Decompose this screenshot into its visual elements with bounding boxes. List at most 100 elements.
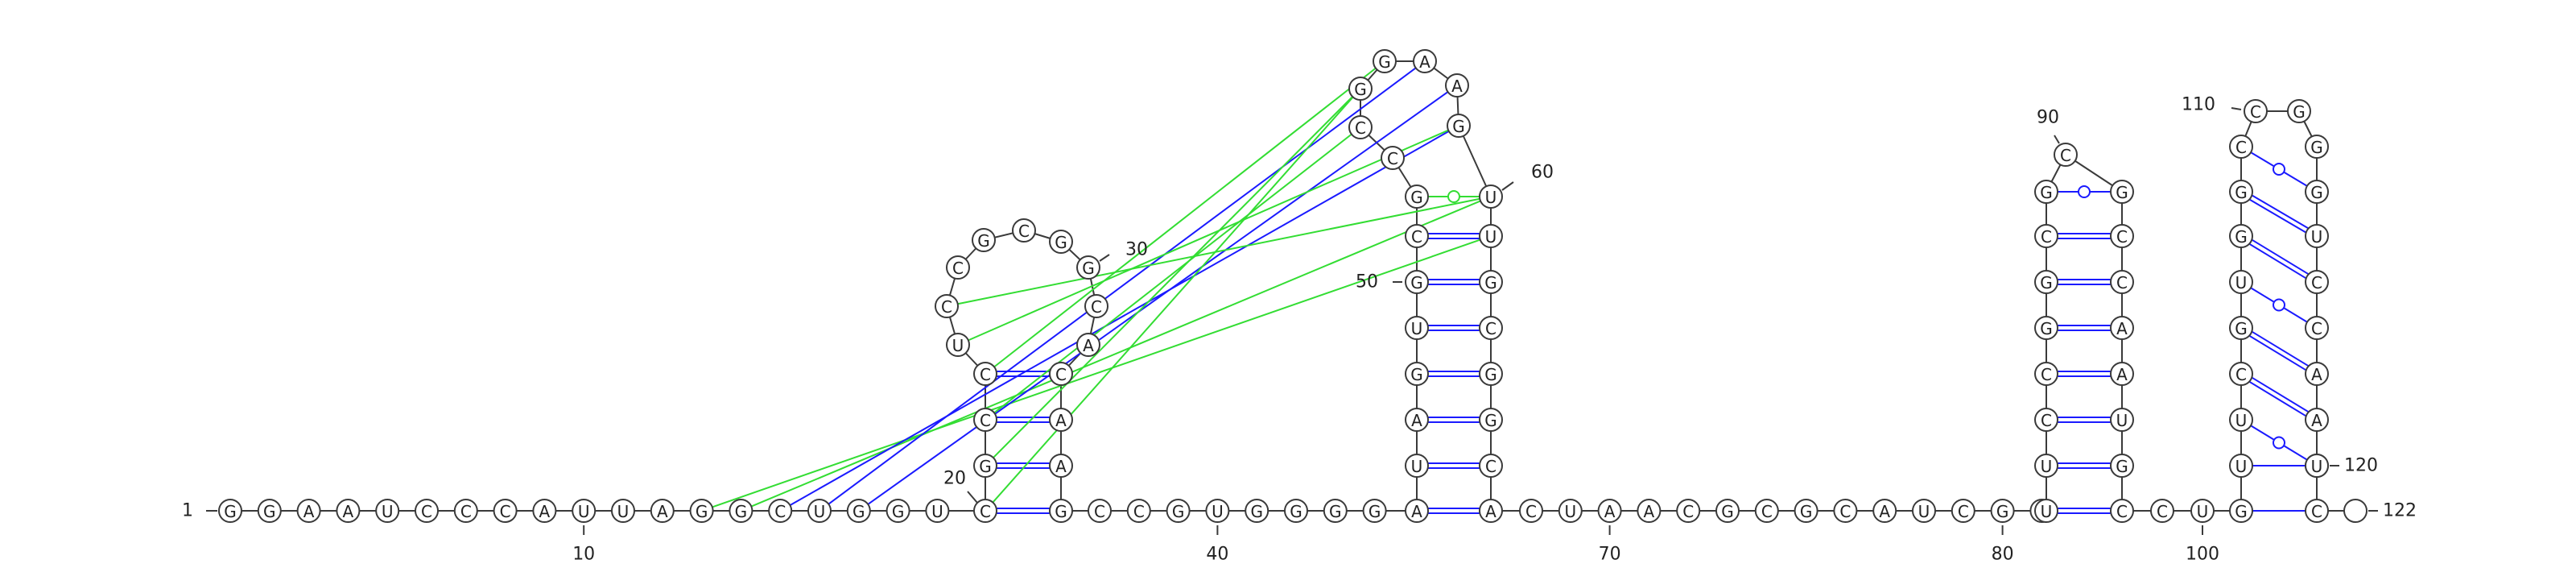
nucleotide: C	[973, 499, 997, 523]
nucleotide: G	[846, 499, 871, 523]
nucleotide-circle	[1637, 499, 1662, 523]
nucleotide-circle	[2305, 362, 2329, 386]
base-pair	[2248, 376, 2310, 417]
nucleotide-circle	[2287, 99, 2311, 123]
nucleotide-circle	[689, 499, 714, 523]
pair-bond	[867, 91, 1449, 505]
nucleotide-circle	[1405, 184, 1429, 209]
nucleotide: G	[1405, 270, 1429, 294]
nucleotide-circle	[1912, 499, 1936, 523]
nucleotide: G	[886, 499, 910, 523]
nucleotide-circle	[1049, 408, 1073, 432]
nucleotide-circle	[1597, 499, 1622, 523]
base-pair	[2058, 417, 2111, 423]
nucleotide-letter: U	[2041, 457, 2053, 476]
nucleotide-circle	[572, 499, 597, 523]
nucleotide: A	[650, 499, 675, 523]
nucleotide-circle	[1088, 499, 1112, 523]
nucleotide: C	[1405, 224, 1429, 248]
nucleotide: A	[1872, 499, 1897, 523]
nucleotide-circle	[1362, 499, 1387, 523]
nucleotide-letter: C	[2157, 502, 2168, 521]
pair-bond	[2248, 334, 2306, 371]
nucleotide-circle	[729, 499, 753, 523]
nucleotide-letter: G	[735, 502, 748, 521]
nucleotide-circle	[972, 228, 996, 252]
nucleotide: G	[1794, 499, 1818, 523]
nucleotide-circle	[1447, 114, 1471, 138]
base-pair	[1428, 371, 1480, 377]
nucleotide-circle	[2034, 408, 2058, 432]
base-pair	[2058, 325, 2111, 331]
nucleotide-circle	[1405, 362, 1429, 386]
position-label: 70	[1599, 545, 1621, 565]
base-pair	[1428, 190, 1480, 203]
nucleotide: G	[1049, 499, 1073, 523]
nucleotide-circle	[493, 499, 518, 523]
nucleotide-letter: A	[1083, 336, 1094, 355]
nucleotide-circle	[2244, 99, 2268, 123]
base-pair	[712, 238, 1481, 508]
nucleotide-letter: A	[2311, 365, 2322, 384]
nucleotide-circle	[1076, 255, 1100, 280]
nucleotide: G	[1715, 499, 1740, 523]
nucleotide-letter: A	[343, 502, 354, 521]
nucleotide: C	[2229, 135, 2253, 159]
base-pair	[2248, 330, 2310, 371]
position-tick	[967, 491, 978, 504]
nucleotide-circle	[2305, 224, 2329, 248]
base-pair	[997, 417, 1050, 423]
nucleotide: A	[1597, 499, 1622, 523]
nucleotide-circle	[1445, 73, 1469, 97]
base-pair	[750, 200, 1481, 508]
pair-bond	[957, 197, 1480, 305]
nucleotide-letter: A	[1419, 52, 1430, 72]
nucleotide-letter: C	[941, 297, 952, 317]
nucleotide-circle	[2305, 180, 2329, 204]
nucleotide-circle	[1284, 499, 1308, 523]
nucleotide-circle	[2305, 454, 2329, 478]
nucleotide: G	[1049, 230, 1073, 254]
nucleotide: U	[2305, 224, 2329, 248]
nucleotide-circle	[2110, 316, 2134, 340]
nucleotide-letter: C	[2235, 138, 2247, 157]
nucleotide-letter: U	[2235, 457, 2248, 476]
nucleotide: C	[1479, 316, 1503, 340]
nucleotide: G	[2034, 316, 2058, 340]
base-pair	[1428, 462, 1480, 469]
nucleotide: C	[2054, 143, 2078, 167]
nucleotide: G	[2110, 454, 2134, 478]
nucleotide-letter: G	[2116, 457, 2128, 476]
nucleotide-circle	[1405, 224, 1429, 248]
nucleotide-letter: C	[2041, 411, 2052, 430]
nucleotide-letter: U	[1485, 188, 1497, 207]
nucleotide-circle	[2034, 180, 2058, 204]
nucleotide-letter: G	[2040, 319, 2053, 338]
nucleotide: U	[572, 499, 597, 523]
nucleotide: U	[1405, 454, 1429, 478]
nucleotide-letter: G	[1484, 365, 1497, 384]
nucleotide: U	[2190, 499, 2215, 523]
nucleotide: C	[2305, 499, 2329, 523]
nucleotide-letter: G	[1452, 117, 1465, 136]
nucleotide-letter: C	[1682, 502, 1694, 521]
position-label: 100	[2186, 545, 2219, 565]
nucleotide: A	[1076, 333, 1100, 357]
nucleotide-circle	[1405, 499, 1429, 523]
nucleotide-letter: G	[1484, 411, 1497, 430]
nucleotide-circle	[257, 499, 282, 523]
nucleotide-circle	[336, 499, 361, 523]
nucleotide-letter: G	[2235, 227, 2248, 247]
nucleotide-letter: A	[1411, 411, 1422, 430]
nucleotide: G	[1323, 499, 1348, 523]
nucleotide-letter: C	[980, 365, 991, 384]
nucleotide-circle	[2034, 224, 2058, 248]
nucleotide-letter: C	[500, 502, 511, 521]
nucleotide-circle	[2343, 499, 2368, 523]
nucleotide-circle	[1245, 499, 1269, 523]
nucleotide: C	[2110, 499, 2134, 523]
position-label: 90	[2037, 108, 2059, 128]
nucleotide: A	[1405, 499, 1429, 523]
nucleotide: C	[1088, 499, 1112, 523]
